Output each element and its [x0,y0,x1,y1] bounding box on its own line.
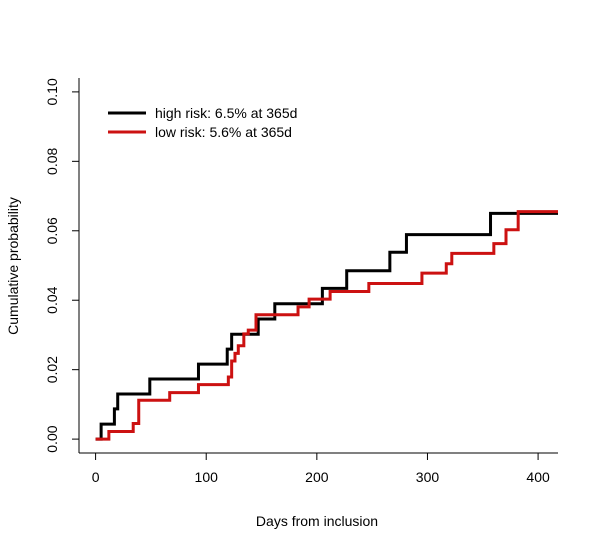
series-line-0 [95,211,558,441]
y-tick-label: 0.10 [44,78,60,105]
y-tick-label: 0.08 [44,147,60,174]
legend-label-1: low risk: 5.6% at 365d [155,124,292,140]
x-tick-label: 200 [305,469,329,485]
x-axis-title: Days from inclusion [256,513,378,529]
y-tick-label: 0.00 [44,425,60,452]
y-tick-label: 0.02 [44,356,60,383]
series-line-1 [95,210,558,441]
series-layer [95,210,558,441]
legend-label-0: high risk: 6.5% at 365d [155,105,297,121]
x-tick-label: 0 [92,469,100,485]
legend: high risk: 6.5% at 365d low risk: 5.6% at… [108,105,297,140]
x-tick-label: 100 [195,469,219,485]
y-tick-label: 0.06 [44,217,60,244]
x-tick-label: 300 [416,469,440,485]
x-tick-label: 400 [526,469,550,485]
y-axis-title: Cumulative probability [5,197,21,335]
axes: 0 100 200 300 400 0.00 0.02 0.04 0.06 0.08 0.10 [44,78,558,485]
y-tick-label: 0.04 [44,286,60,313]
